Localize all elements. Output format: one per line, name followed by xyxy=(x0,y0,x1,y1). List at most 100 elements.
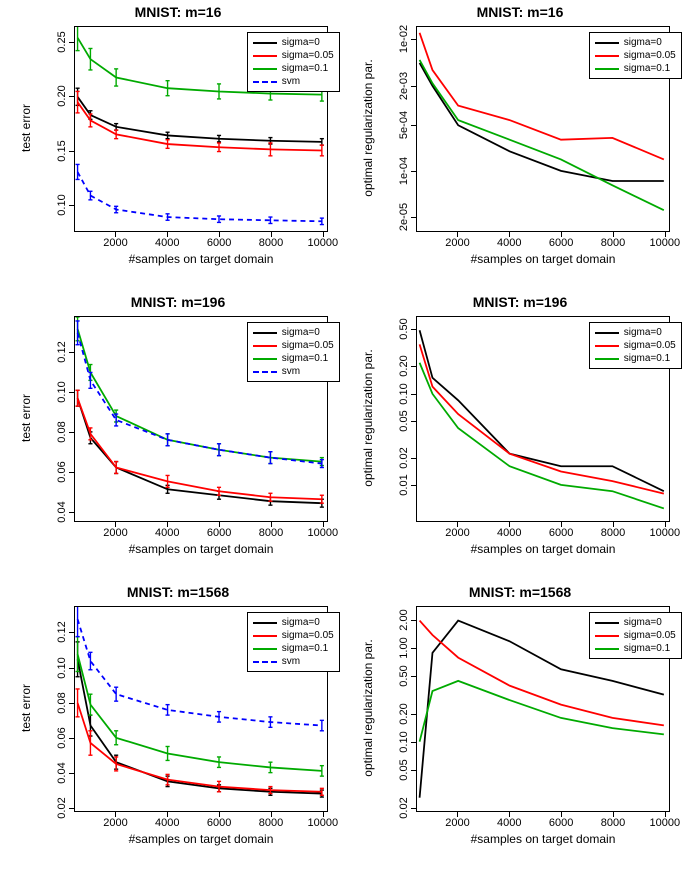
y-tick-label: 0.10 xyxy=(56,372,68,412)
legend-swatch xyxy=(595,345,619,347)
panel-title: MNIST: m=16 xyxy=(18,4,338,20)
y-tick-label: 1e-02 xyxy=(398,19,410,59)
legend: sigma=0sigma=0.05sigma=0.1 xyxy=(589,612,682,659)
x-tick-label: 2000 xyxy=(445,817,469,829)
y-tick-mark xyxy=(411,329,416,330)
legend-swatch xyxy=(253,68,277,70)
legend-label: svm xyxy=(282,655,300,668)
legend-swatch xyxy=(253,635,277,637)
y-tick-mark xyxy=(69,96,74,97)
legend-item-sigma0: sigma=0 xyxy=(253,326,334,339)
legend-label: sigma=0 xyxy=(624,616,662,629)
legend-label: sigma=0.05 xyxy=(624,49,676,62)
legend-label: svm xyxy=(282,75,300,88)
panel-title: MNIST: m=1568 xyxy=(360,584,680,600)
y-tick-mark xyxy=(411,86,416,87)
y-tick-label: 0.50 xyxy=(398,309,410,349)
y-tick-label: 0.10 xyxy=(56,185,68,225)
legend-label: sigma=0.1 xyxy=(624,642,670,655)
x-tick-label: 4000 xyxy=(497,527,521,539)
legend-swatch xyxy=(253,622,277,624)
x-tick-label: 10000 xyxy=(650,817,681,829)
y-tick-label: 0.12 xyxy=(56,332,68,372)
legend-swatch xyxy=(595,622,619,624)
x-tick-label: 10000 xyxy=(308,527,339,539)
legend-item-svm: svm xyxy=(253,655,334,668)
y-axis-label: optimal regularization par. xyxy=(361,628,375,788)
legend-label: sigma=0.05 xyxy=(624,629,676,642)
legend-label: sigma=0 xyxy=(624,326,662,339)
legend-label: sigma=0.05 xyxy=(624,339,676,352)
y-tick-label: 0.12 xyxy=(56,612,68,652)
series-sigma0 xyxy=(420,63,664,181)
legend-item-sigma005: sigma=0.05 xyxy=(253,49,334,62)
y-tick-label: 2e-05 xyxy=(398,197,410,237)
errorbar xyxy=(320,720,324,730)
series-sigma01 xyxy=(420,60,664,210)
y-tick-mark xyxy=(69,632,74,633)
legend-item-svm: svm xyxy=(253,75,334,88)
legend-label: sigma=0.1 xyxy=(624,62,670,75)
panel-title: MNIST: m=196 xyxy=(360,294,680,310)
x-tick-label: 8000 xyxy=(601,237,625,249)
y-tick-label: 0.20 xyxy=(56,76,68,116)
y-tick-label: 0.02 xyxy=(398,788,410,828)
x-tick-label: 10000 xyxy=(650,527,681,539)
x-tick-label: 2000 xyxy=(445,527,469,539)
legend-label: sigma=0.1 xyxy=(282,62,328,75)
x-tick-label: 8000 xyxy=(259,237,283,249)
y-tick-label: 0.04 xyxy=(56,492,68,532)
x-tick-label: 2000 xyxy=(103,237,127,249)
legend-swatch xyxy=(595,42,619,44)
y-tick-mark xyxy=(69,42,74,43)
x-axis-label: #samples on target domain xyxy=(416,542,670,556)
legend-label: sigma=0 xyxy=(624,36,662,49)
x-tick-label: 6000 xyxy=(549,817,573,829)
series-sigma0 xyxy=(78,659,322,793)
series-sigma01 xyxy=(420,363,664,509)
x-tick-label: 8000 xyxy=(601,527,625,539)
legend-item-sigma0: sigma=0 xyxy=(595,36,676,49)
y-tick-mark xyxy=(69,738,74,739)
y-tick-label: 0.20 xyxy=(398,346,410,386)
legend-swatch xyxy=(253,42,277,44)
legend-label: sigma=0.1 xyxy=(282,642,328,655)
y-tick-label: 0.15 xyxy=(56,131,68,171)
legend-item-sigma01: sigma=0.1 xyxy=(595,352,676,365)
legend-item-sigma0: sigma=0 xyxy=(595,616,676,629)
x-axis-label: #samples on target domain xyxy=(416,832,670,846)
y-tick-mark xyxy=(69,352,74,353)
legend-item-sigma01: sigma=0.1 xyxy=(595,62,676,75)
legend: sigma=0sigma=0.05sigma=0.1svm xyxy=(247,322,340,382)
y-tick-mark xyxy=(411,421,416,422)
x-tick-label: 4000 xyxy=(155,817,179,829)
y-tick-mark xyxy=(411,714,416,715)
y-tick-mark xyxy=(69,773,74,774)
y-tick-mark xyxy=(411,770,416,771)
legend-item-sigma005: sigma=0.05 xyxy=(595,339,676,352)
legend: sigma=0sigma=0.05sigma=0.1svm xyxy=(247,612,340,672)
y-axis-label: test error xyxy=(19,338,33,498)
legend-label: sigma=0.05 xyxy=(282,339,334,352)
legend: sigma=0sigma=0.05sigma=0.1 xyxy=(589,32,682,79)
y-tick-label: 0.25 xyxy=(56,22,68,62)
x-tick-label: 10000 xyxy=(650,237,681,249)
y-tick-mark xyxy=(69,392,74,393)
y-tick-mark xyxy=(69,432,74,433)
legend-swatch xyxy=(253,55,277,57)
legend-swatch xyxy=(595,358,619,360)
x-tick-label: 6000 xyxy=(549,237,573,249)
x-tick-label: 6000 xyxy=(549,527,573,539)
panel-p21: MNIST: m=1962000400060008000100000.040.0… xyxy=(18,294,338,572)
legend-label: sigma=0 xyxy=(282,326,320,339)
x-tick-label: 10000 xyxy=(308,817,339,829)
y-tick-mark xyxy=(411,742,416,743)
x-tick-label: 8000 xyxy=(259,527,283,539)
y-tick-mark xyxy=(411,217,416,218)
legend-swatch xyxy=(253,661,277,663)
y-tick-label: 1e-04 xyxy=(398,151,410,191)
y-tick-mark xyxy=(411,125,416,126)
x-tick-label: 4000 xyxy=(155,237,179,249)
y-tick-mark xyxy=(69,512,74,513)
legend-label: svm xyxy=(282,365,300,378)
